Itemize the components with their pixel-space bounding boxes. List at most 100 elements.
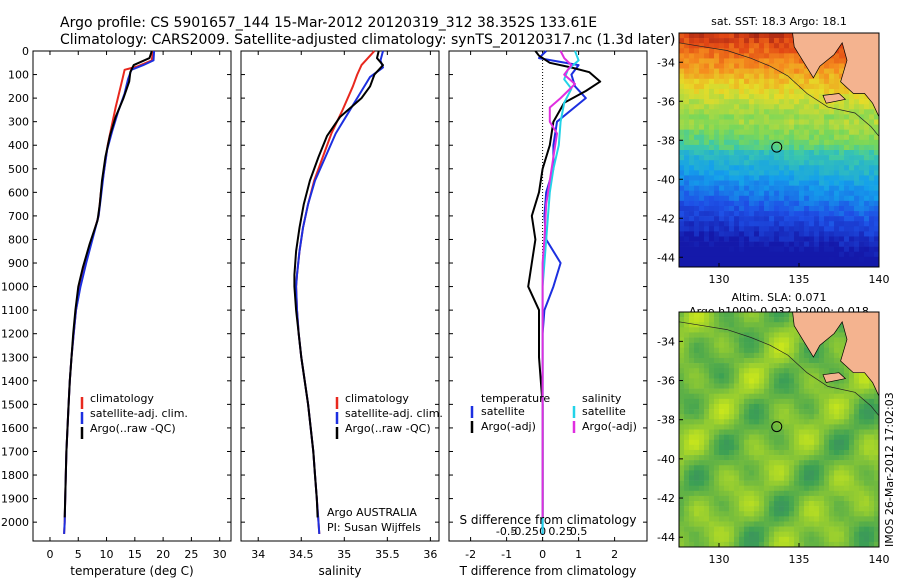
heatmap-cell [834,455,840,461]
heatmap-cell [734,398,740,405]
heatmap-cell [824,490,830,497]
heatmap-cell [809,480,815,486]
heatmap-cell [724,114,730,120]
heatmap-cell [789,490,795,497]
heatmap-cell [834,139,840,146]
heatmap-cell [819,114,825,120]
heatmap-cell [794,470,800,476]
heatmap-cell [724,38,730,44]
sla-map-title-1: Altim. SLA: 0.071 [731,291,826,304]
heatmap-cell [764,68,770,74]
heatmap-cell [829,516,835,522]
heatmap-cell [779,495,785,502]
heatmap-cell [794,134,800,141]
heatmap-cell [794,104,800,110]
heatmap-cell [829,83,835,90]
heatmap-cell [774,155,780,161]
heatmap-cell [684,475,690,481]
heatmap-cell [839,465,845,471]
heatmap-cell [679,43,685,49]
heatmap-cell [729,175,735,181]
heatmap-cell [769,490,775,497]
heatmap-cell [814,205,820,212]
heatmap-cell [839,175,845,181]
heatmap-cell [704,221,710,227]
heatmap-cell [789,429,795,435]
heatmap-cell [679,541,685,548]
heatmap-cell [744,216,750,222]
heatmap-cell [724,470,730,476]
heatmap-cell [789,221,795,227]
heatmap-cell [829,541,835,548]
heatmap-cell [859,419,865,425]
heatmap-cell [749,104,755,110]
heatmap-cell [824,73,830,80]
heatmap-cell [704,470,710,476]
heatmap-cell [684,144,690,151]
heatmap-cell [834,216,840,222]
heatmap-cell [694,139,700,146]
heatmap-cell [829,246,835,253]
heatmap-cell [719,94,725,100]
heatmap-cell [764,490,770,497]
heatmap-cell [844,409,850,415]
heatmap-cell [769,470,775,476]
heatmap-cell [769,536,775,543]
heatmap-cell [779,403,785,410]
heatmap-cell [744,439,750,446]
heatmap-cell [864,526,870,532]
heatmap-cell [864,261,870,268]
heatmap-cell [704,109,710,115]
heatmap-cell [774,490,780,497]
heatmap-cell [739,185,745,191]
heatmap-cell [759,139,765,146]
heatmap-cell [754,352,760,359]
heatmap-cell [864,373,870,379]
heatmap-cell [844,205,850,212]
heatmap-cell [809,256,815,263]
heatmap-cell [749,33,755,39]
heatmap-cell [789,231,795,237]
heatmap-cell [739,99,745,105]
heatmap-cell [829,368,835,374]
heatmap-cell [789,414,795,420]
heatmap-cell [769,403,775,410]
heatmap-cell [709,170,715,176]
heatmap-cell [864,511,870,517]
heatmap-cell [819,485,825,492]
heatmap-cell [689,63,695,69]
heatmap-cell [849,160,855,166]
heatmap-cell [859,261,865,268]
heatmap-cell [724,455,730,461]
heatmap-cell [754,526,760,532]
heatmap-cell [754,251,760,258]
heatmap-cell [839,455,845,461]
heatmap-cell [859,231,865,237]
heatmap-cell [779,109,785,115]
heatmap-cell [769,352,775,359]
heatmap-cell [834,470,840,476]
heatmap-cell [744,68,750,74]
heatmap-cell [759,424,765,430]
heatmap-cell [754,501,760,507]
heatmap-cell [704,261,710,268]
heatmap-cell [824,139,830,146]
heatmap-cell [679,501,685,507]
heatmap-cell [754,73,760,80]
heatmap-cell [754,490,760,497]
heatmap-cell [839,347,845,354]
heatmap-cell [809,403,815,410]
heatmap-cell [759,317,765,323]
heatmap-cell [764,114,770,120]
heatmap-cell [834,449,840,456]
heatmap-cell [699,342,705,349]
heatmap-cell [779,78,785,85]
argo-program-label: Argo AUSTRALIA [327,506,417,519]
heatmap-cell [779,256,785,263]
heatmap-cell [859,170,865,176]
heatmap-cell [819,150,825,156]
heatmap-cell [784,155,790,161]
heatmap-cell [774,119,780,125]
heatmap-cell [874,475,880,481]
heatmap-cell [729,511,735,517]
